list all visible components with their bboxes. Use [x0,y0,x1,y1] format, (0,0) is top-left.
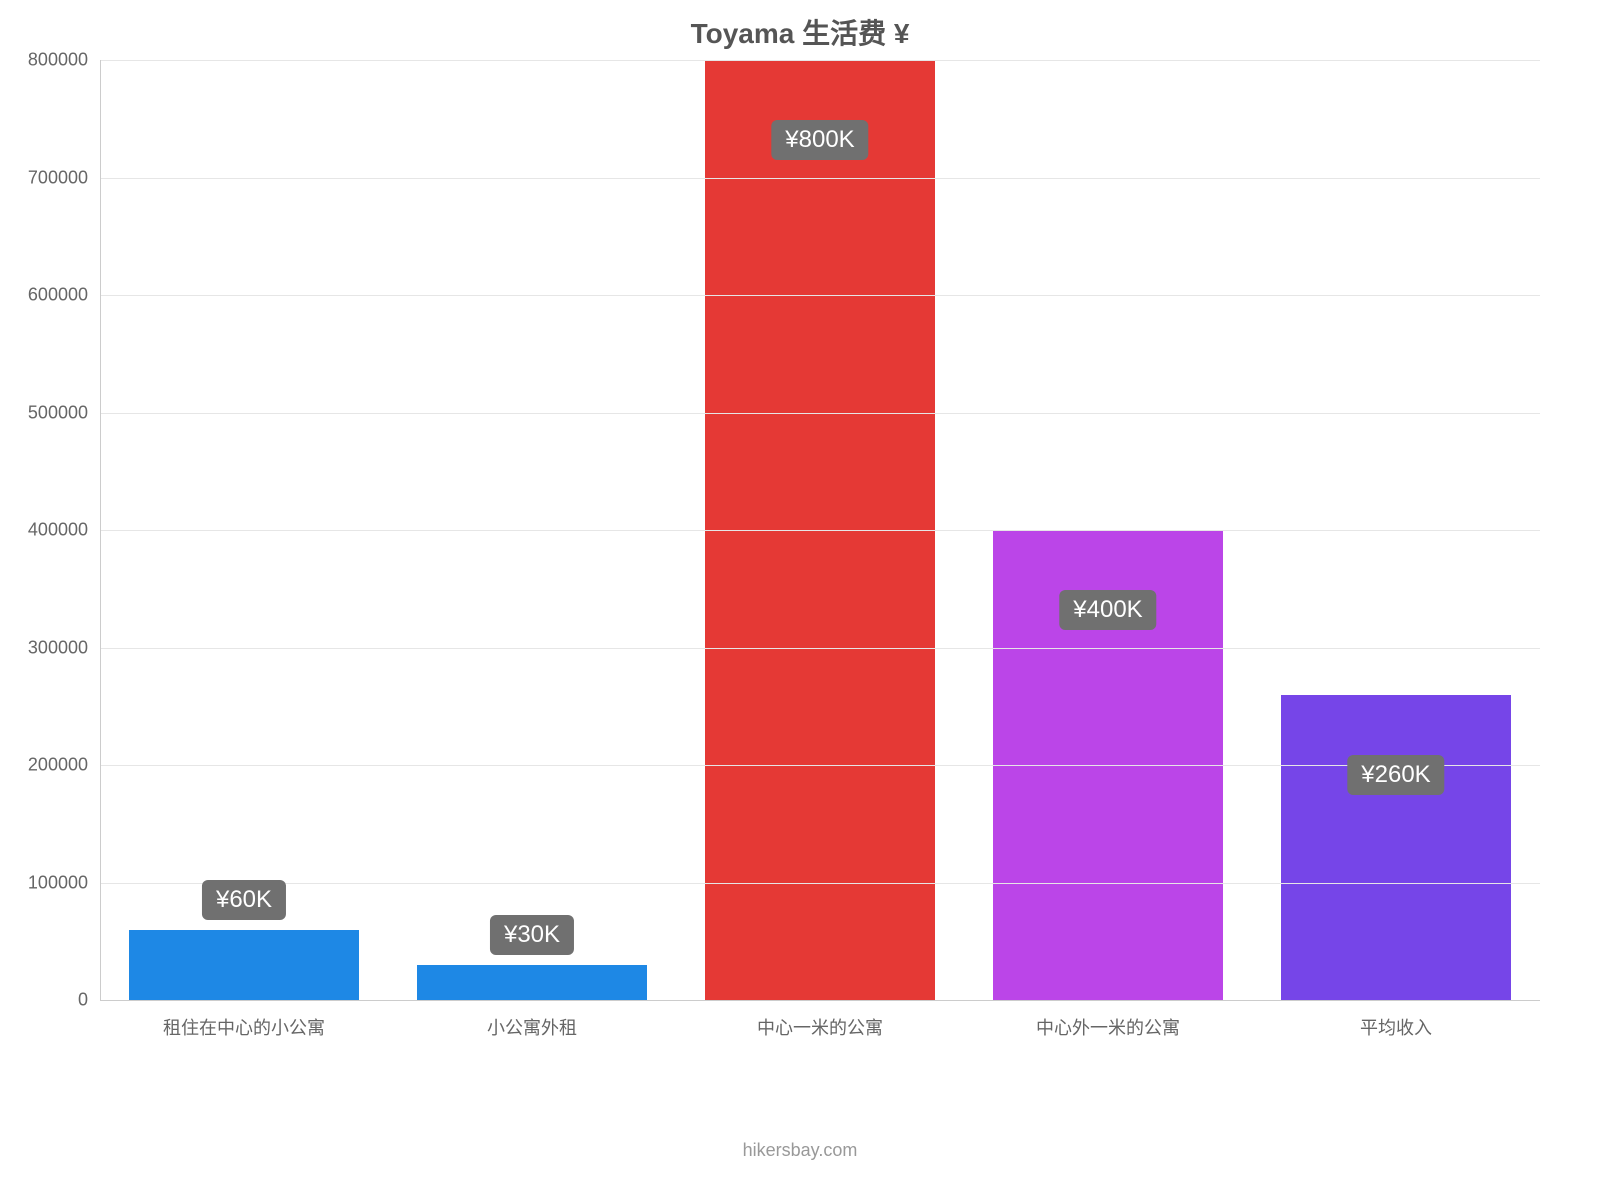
y-axis-line [100,60,101,1000]
ytick-label: 0 [78,990,88,1011]
ytick-label: 500000 [28,402,88,423]
ytick-label: 400000 [28,520,88,541]
bar [129,930,359,1001]
xtick-label: 中心一米的公寓 [757,1014,883,1040]
value-badge: ¥800K [771,120,868,160]
gridline [100,883,1540,884]
value-badge: ¥60K [202,880,286,920]
value-badge: ¥260K [1347,755,1444,795]
ytick-label: 800000 [28,50,88,71]
bar: ¥260K [1281,695,1511,1001]
xtick-label: 中心外一米的公寓 [1036,1014,1180,1040]
ytick-label: 200000 [28,755,88,776]
ytick-label: 600000 [28,285,88,306]
ytick-label: 700000 [28,167,88,188]
ytick-label: 300000 [28,637,88,658]
xtick-label: 小公寓外租 [487,1014,577,1040]
xtick-label: 租住在中心的小公寓 [163,1014,325,1040]
gridline [100,648,1540,649]
x-axis-line [100,1000,1540,1001]
gridline [100,530,1540,531]
plot-area: ¥60K租住在中心的小公寓¥30K小公寓外租¥800K中心一米的公寓¥400K中… [100,60,1540,1000]
attribution-text: hikersbay.com [0,1140,1600,1161]
xtick-label: 平均收入 [1360,1014,1432,1040]
value-badge: ¥400K [1059,590,1156,630]
gridline [100,178,1540,179]
gridline [100,413,1540,414]
value-badge: ¥30K [490,915,574,955]
chart-title: Toyama 生活费 ¥ [0,12,1600,52]
ytick-label: 100000 [28,872,88,893]
gridline [100,295,1540,296]
chart-container: Toyama 生活费 ¥ ¥60K租住在中心的小公寓¥30K小公寓外租¥800K… [0,0,1600,1200]
gridline [100,765,1540,766]
gridline [100,60,1540,61]
bar [417,965,647,1000]
